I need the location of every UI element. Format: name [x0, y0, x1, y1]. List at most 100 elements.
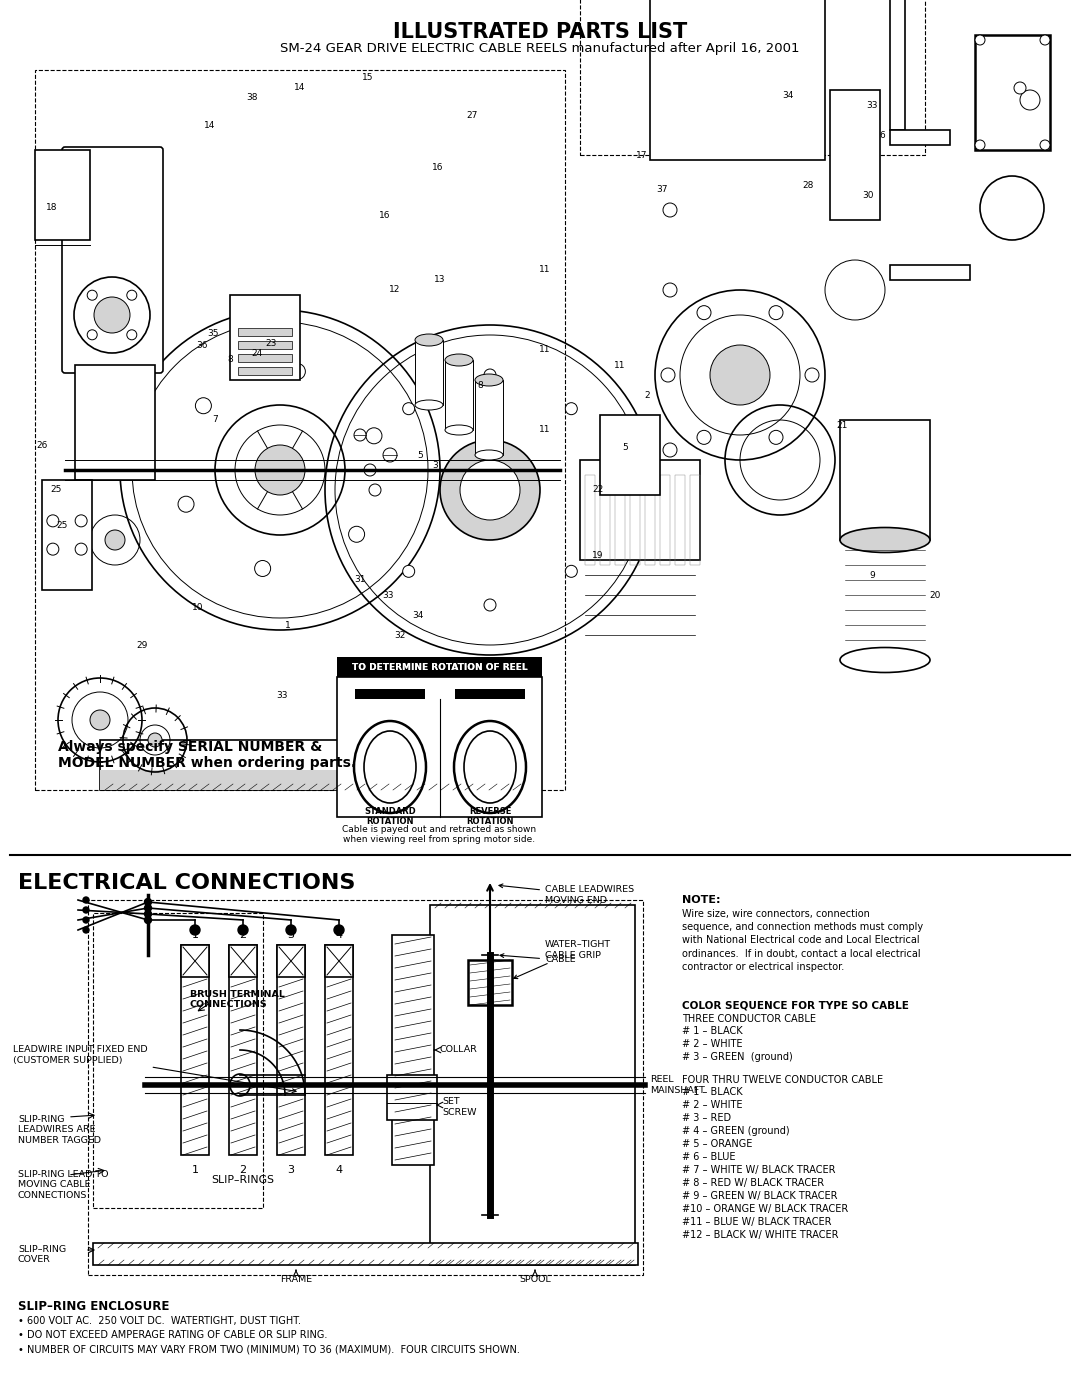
Text: # 9 – GREEN W/ BLACK TRACER: # 9 – GREEN W/ BLACK TRACER	[681, 1192, 837, 1201]
Circle shape	[1040, 35, 1050, 45]
Text: 8: 8	[227, 355, 233, 365]
Ellipse shape	[445, 353, 473, 366]
Text: 36: 36	[197, 341, 207, 349]
Circle shape	[697, 430, 711, 444]
Circle shape	[83, 916, 89, 923]
Text: 4: 4	[336, 1165, 342, 1175]
Text: BRUSH TERMINAL
CONNECTIONS: BRUSH TERMINAL CONNECTIONS	[190, 990, 285, 1010]
Text: 14: 14	[204, 120, 216, 130]
Text: ELECTRICAL CONNECTIONS: ELECTRICAL CONNECTIONS	[18, 873, 355, 893]
Text: # 1 – BLACK: # 1 – BLACK	[681, 1025, 743, 1037]
Circle shape	[1020, 89, 1040, 110]
Bar	[445, 360, 473, 430]
Text: 24: 24	[252, 348, 262, 358]
Bar	[387, 1076, 437, 1120]
Text: 32: 32	[394, 630, 406, 640]
Text: 4: 4	[336, 930, 342, 940]
Bar	[229, 944, 257, 1155]
Circle shape	[289, 363, 306, 380]
Bar	[455, 689, 525, 698]
Text: 9: 9	[869, 570, 875, 580]
Circle shape	[148, 733, 162, 747]
Bar	[630, 475, 640, 564]
Text: # 4 – GREEN (ground): # 4 – GREEN (ground)	[681, 1126, 789, 1136]
Text: 11: 11	[539, 345, 551, 355]
Text: ILLUSTRATED PARTS LIST: ILLUSTRATED PARTS LIST	[393, 22, 687, 42]
Circle shape	[334, 925, 345, 935]
Text: 35: 35	[207, 328, 219, 338]
Bar	[238, 341, 292, 349]
Text: # 3 – GREEN  (ground): # 3 – GREEN (ground)	[681, 1052, 793, 1062]
Circle shape	[90, 710, 110, 731]
Text: 26: 26	[37, 440, 48, 450]
Bar	[890, 0, 905, 130]
Text: 5: 5	[622, 443, 627, 453]
Text: THREE CONDUCTOR CABLE: THREE CONDUCTOR CABLE	[681, 1014, 816, 1024]
Bar	[890, 265, 970, 279]
Bar	[100, 740, 519, 789]
Text: 33: 33	[866, 101, 878, 109]
Circle shape	[83, 907, 89, 914]
Bar	[238, 328, 292, 337]
Text: 33: 33	[276, 690, 287, 700]
Circle shape	[369, 483, 381, 496]
Bar	[430, 905, 635, 1266]
Text: 3: 3	[287, 930, 295, 940]
Circle shape	[105, 529, 125, 550]
Text: REVERSE
ROTATION: REVERSE ROTATION	[467, 807, 514, 827]
Text: LEADWIRE INPUT FIXED END
(CUSTOMER SUPPLIED): LEADWIRE INPUT FIXED END (CUSTOMER SUPPL…	[13, 1045, 296, 1092]
Circle shape	[46, 515, 58, 527]
Text: 15: 15	[362, 74, 374, 82]
Bar	[585, 475, 595, 564]
Bar	[75, 365, 156, 481]
Text: 12: 12	[389, 285, 401, 295]
Bar	[35, 149, 90, 240]
Text: TO DETERMINE ROTATION OF REEL: TO DETERMINE ROTATION OF REEL	[352, 662, 527, 672]
Circle shape	[697, 306, 711, 320]
Circle shape	[383, 448, 397, 462]
Text: # 7 – WHITE W/ BLACK TRACER: # 7 – WHITE W/ BLACK TRACER	[681, 1165, 836, 1175]
Text: 17: 17	[636, 151, 648, 159]
Text: SLIP–RING
COVER: SLIP–RING COVER	[18, 1245, 66, 1264]
Text: 22: 22	[592, 486, 604, 495]
Text: # 2 – WHITE: # 2 – WHITE	[681, 1039, 743, 1049]
Text: 5: 5	[417, 450, 423, 460]
Ellipse shape	[445, 425, 473, 434]
Circle shape	[94, 298, 130, 332]
Circle shape	[145, 911, 151, 918]
Text: 34: 34	[782, 91, 794, 99]
Bar	[840, 420, 930, 541]
Text: REEL
MAINSHAFT: REEL MAINSHAFT	[650, 1076, 705, 1095]
Text: #10 – ORANGE W/ BLACK TRACER: #10 – ORANGE W/ BLACK TRACER	[681, 1204, 848, 1214]
Text: 2: 2	[240, 930, 246, 940]
Text: STANDARD
ROTATION: STANDARD ROTATION	[364, 807, 416, 827]
Bar	[276, 944, 305, 977]
Circle shape	[663, 284, 677, 298]
Bar	[238, 367, 292, 374]
Text: 25: 25	[51, 486, 62, 495]
Text: CABLE: CABLE	[500, 954, 576, 964]
Bar	[230, 295, 300, 380]
Bar	[87, 900, 643, 1275]
Bar	[468, 960, 512, 1004]
Circle shape	[460, 460, 519, 520]
Circle shape	[710, 345, 770, 405]
Text: Wire size, wire connectors, connection
sequence, and connection methods must com: Wire size, wire connectors, connection s…	[681, 909, 923, 972]
Circle shape	[364, 464, 376, 476]
Circle shape	[190, 925, 200, 935]
Bar	[181, 944, 210, 1155]
Bar	[181, 944, 210, 977]
Bar	[238, 353, 292, 362]
Circle shape	[195, 398, 212, 414]
Text: 3: 3	[287, 1165, 295, 1175]
Bar	[325, 944, 353, 977]
Circle shape	[975, 35, 985, 45]
Circle shape	[565, 402, 578, 415]
Text: 19: 19	[592, 550, 604, 560]
Text: 2: 2	[644, 391, 650, 400]
Text: # 1 – BLACK: # 1 – BLACK	[681, 1087, 743, 1097]
Circle shape	[83, 928, 89, 933]
Circle shape	[975, 140, 985, 149]
Bar	[100, 770, 519, 789]
Text: • DO NOT EXCEED AMPERAGE RATING OF CABLE OR SLIP RING.: • DO NOT EXCEED AMPERAGE RATING OF CABLE…	[18, 1330, 327, 1340]
